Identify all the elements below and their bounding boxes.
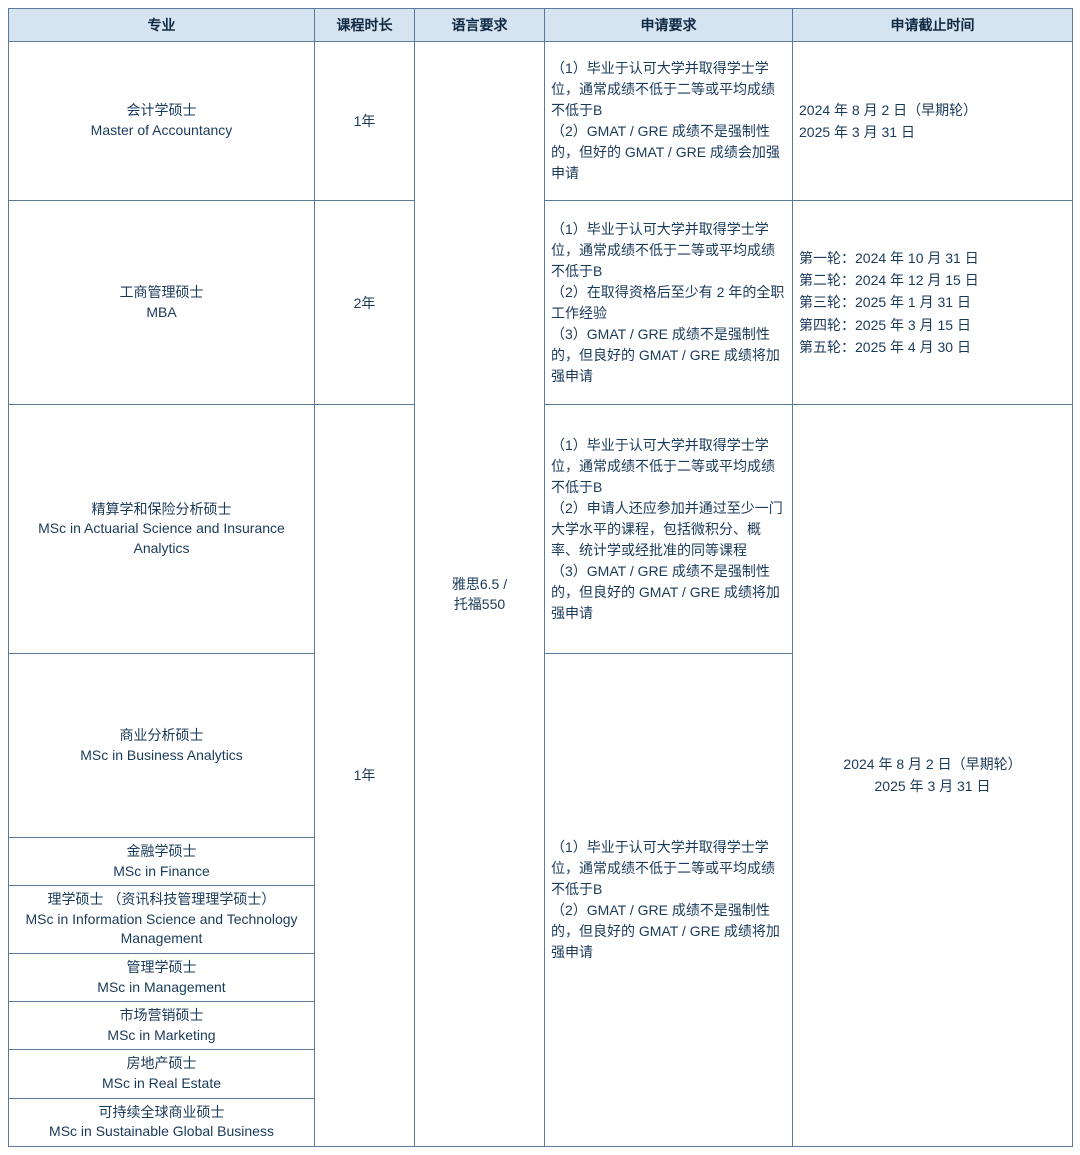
- deadline-cell: 第一轮：2024 年 10 月 31 日第二轮：2024 年 12 月 15 日…: [793, 201, 1073, 405]
- program-cell: 商业分析硕士MSc in Business Analytics: [9, 654, 315, 838]
- deadline-cell: 2024 年 8 月 2 日（早期轮）2025 年 3 月 31 日: [793, 405, 1073, 1147]
- header-duration: 课程时长: [315, 9, 415, 42]
- requirements-cell: （1）毕业于认可大学并取得学士学位，通常成绩不低于二等或平均成绩不低于B（2）G…: [545, 42, 793, 201]
- duration-cell: 1年: [315, 42, 415, 201]
- programs-table: 专业 课程时长 语言要求 申请要求 申请截止时间 会计学硕士Master of …: [8, 8, 1073, 1147]
- requirements-cell: （1）毕业于认可大学并取得学士学位，通常成绩不低于二等或平均成绩不低于B（2）G…: [545, 654, 793, 1147]
- program-cell: 精算学和保险分析硕士MSc in Actuarial Science and I…: [9, 405, 315, 654]
- deadline-cell: 2024 年 8 月 2 日（早期轮）2025 年 3 月 31 日: [793, 42, 1073, 201]
- program-cell: 房地产硕士MSc in Real Estate: [9, 1050, 315, 1098]
- header-language: 语言要求: [415, 9, 545, 42]
- program-cell: 工商管理硕士MBA: [9, 201, 315, 405]
- table-row: 会计学硕士Master of Accountancy 1年 雅思6.5 /托福5…: [9, 42, 1073, 201]
- header-requirements: 申请要求: [545, 9, 793, 42]
- header-deadline: 申请截止时间: [793, 9, 1073, 42]
- requirements-cell: （1）毕业于认可大学并取得学士学位，通常成绩不低于二等或平均成绩不低于B（2）申…: [545, 405, 793, 654]
- program-cell: 可持续全球商业硕士MSc in Sustainable Global Busin…: [9, 1098, 315, 1146]
- duration-cell: 2年: [315, 201, 415, 405]
- program-cell: 金融学硕士MSc in Finance: [9, 838, 315, 886]
- header-program: 专业: [9, 9, 315, 42]
- requirements-cell: （1）毕业于认可大学并取得学士学位，通常成绩不低于二等或平均成绩不低于B（2）在…: [545, 201, 793, 405]
- duration-cell: 1年: [315, 405, 415, 1147]
- program-cell: 市场营销硕士MSc in Marketing: [9, 1002, 315, 1050]
- program-cell: 管理学硕士MSc in Management: [9, 953, 315, 1001]
- program-cell: 会计学硕士Master of Accountancy: [9, 42, 315, 201]
- table-header-row: 专业 课程时长 语言要求 申请要求 申请截止时间: [9, 9, 1073, 42]
- language-cell: 雅思6.5 /托福550: [415, 42, 545, 1147]
- program-cell: 理学硕士 （资讯科技管理理学硕士）MSc in Information Scie…: [9, 886, 315, 954]
